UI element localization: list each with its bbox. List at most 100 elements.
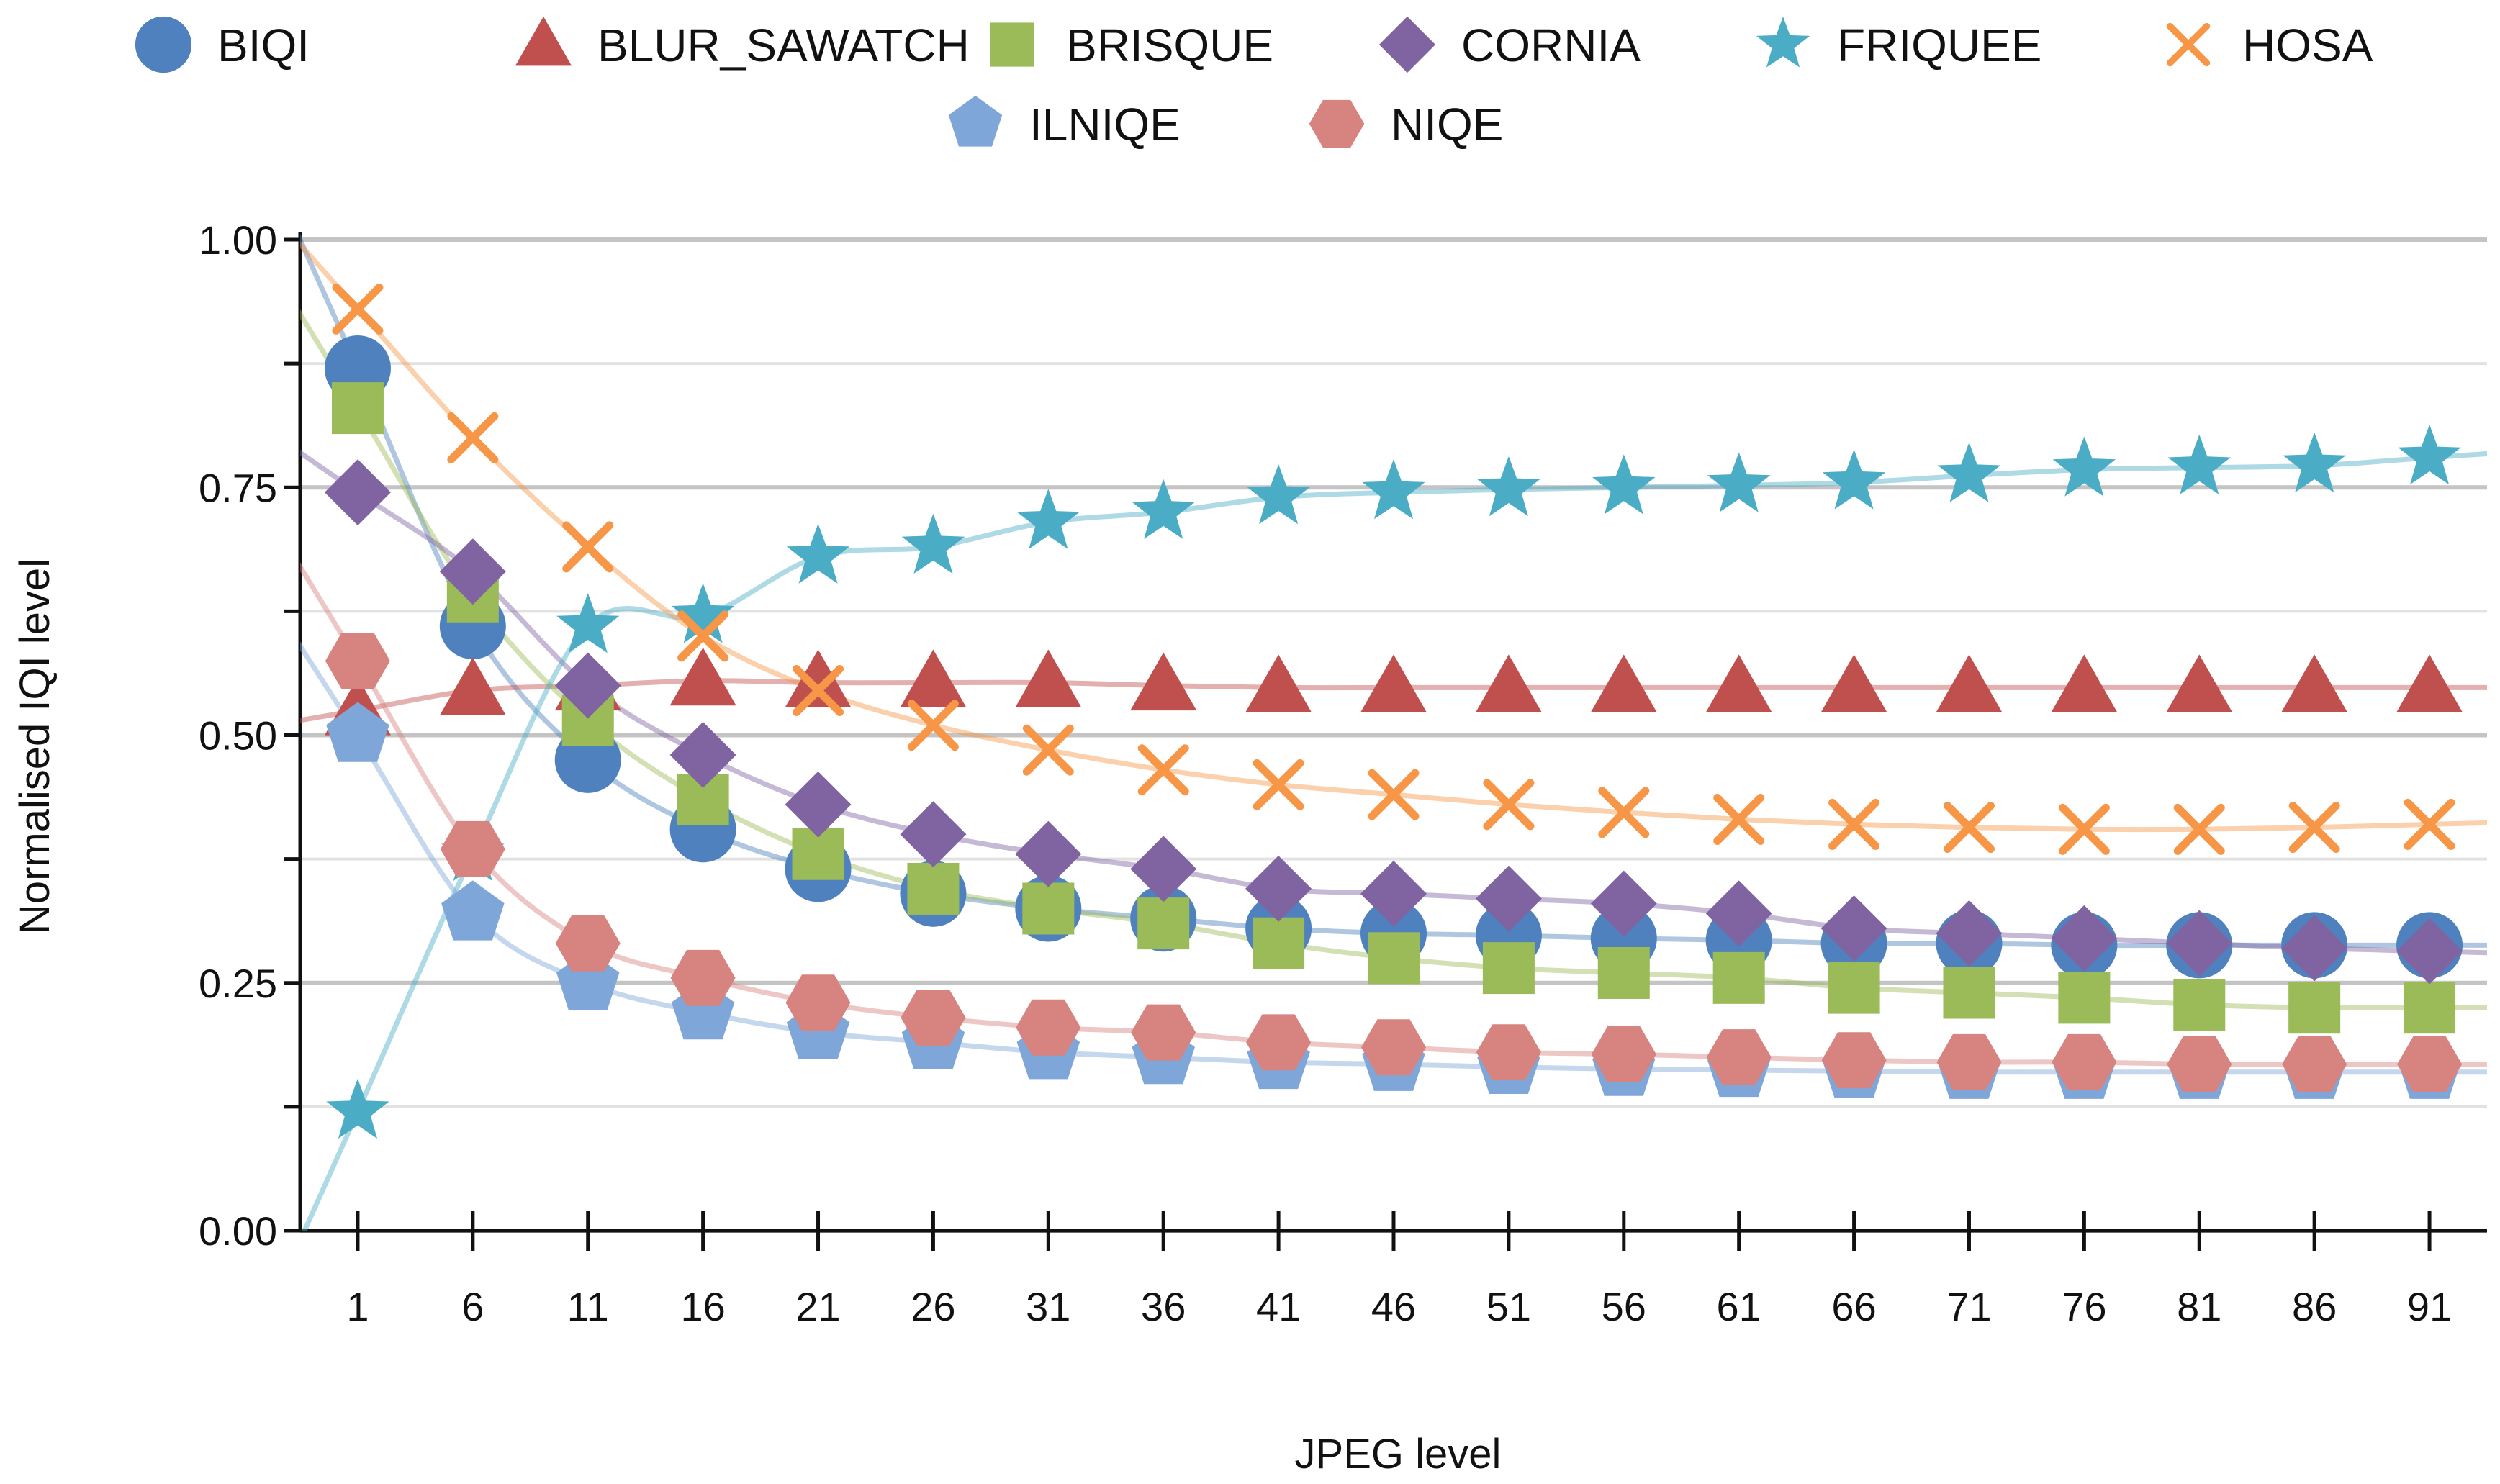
data-point-blur_sawatch bbox=[2051, 654, 2118, 712]
trend-line-brisque bbox=[300, 309, 2487, 1011]
series-blur_sawatch bbox=[324, 647, 2463, 736]
pentagon-legend-marker bbox=[948, 95, 1003, 147]
data-point-hosa bbox=[907, 700, 959, 751]
data-point-brisque bbox=[1597, 946, 1650, 999]
data-point-friquee bbox=[1937, 442, 2001, 502]
legend-item-blur_sawatch: BLUR_SAWATCH bbox=[515, 16, 970, 71]
data-point-niqe bbox=[2282, 1036, 2347, 1092]
hexagon-legend-marker bbox=[1309, 99, 1365, 148]
series-hosa bbox=[332, 283, 2455, 855]
data-point-niqe bbox=[1591, 1026, 1656, 1082]
legend-item-cornia: CORNIA bbox=[1378, 16, 1641, 73]
series-cornia bbox=[324, 459, 2463, 985]
data-point-niqe bbox=[1821, 1032, 1887, 1089]
data-point-ilniqe bbox=[326, 702, 389, 762]
data-point-friquee bbox=[1132, 479, 1195, 539]
data-point-friquee bbox=[326, 1078, 389, 1139]
legend-label: BRISQUE bbox=[1066, 19, 1273, 71]
data-point-niqe bbox=[1476, 1024, 1541, 1081]
data-point-friquee bbox=[2283, 433, 2346, 493]
data-point-niqe bbox=[1361, 1019, 1426, 1076]
data-point-cornia bbox=[669, 722, 736, 789]
data-point-blur_sawatch bbox=[1360, 654, 1427, 712]
legend-label: HOSA bbox=[2242, 19, 2373, 71]
data-point-hosa bbox=[677, 610, 729, 662]
data-point-friquee bbox=[671, 583, 735, 643]
data-point-hosa bbox=[447, 412, 499, 463]
data-point-cornia bbox=[785, 771, 852, 838]
data-point-blur_sawatch bbox=[900, 649, 967, 708]
data-point-niqe bbox=[785, 974, 851, 1031]
data-point-brisque bbox=[2288, 982, 2341, 1034]
data-point-niqe bbox=[1936, 1033, 2002, 1090]
data-point-cornia bbox=[2281, 915, 2348, 982]
data-point-blur_sawatch bbox=[1590, 654, 1657, 712]
data-point-blur_sawatch bbox=[1705, 654, 1772, 712]
data-point-niqe bbox=[325, 633, 390, 689]
legend-label: ILNIQE bbox=[1029, 99, 1181, 150]
data-point-cornia bbox=[1820, 895, 1887, 962]
data-point-cornia bbox=[1590, 870, 1657, 937]
x-tick-label: 1 bbox=[346, 1284, 369, 1329]
data-point-brisque bbox=[1368, 932, 1420, 985]
series-brisque bbox=[331, 382, 2456, 1034]
data-point-cornia bbox=[2396, 918, 2463, 985]
data-point-friquee bbox=[1477, 456, 1540, 517]
data-point-ilniqe bbox=[441, 880, 505, 941]
data-point-niqe bbox=[901, 990, 966, 1046]
data-point-hosa bbox=[1828, 798, 1880, 850]
data-point-niqe bbox=[555, 915, 621, 972]
x-tick-label: 36 bbox=[1141, 1284, 1186, 1329]
data-point-hosa bbox=[332, 283, 384, 335]
x-tick-label: 56 bbox=[1602, 1284, 1646, 1329]
data-point-blur_sawatch bbox=[439, 657, 506, 716]
diamond-legend-marker bbox=[1378, 16, 1436, 73]
data-point-friquee bbox=[1016, 489, 1080, 549]
data-point-friquee bbox=[901, 513, 965, 574]
legend-item-hosa: HOSA bbox=[2166, 19, 2373, 71]
data-point-brisque bbox=[1253, 917, 1305, 969]
data-point-friquee bbox=[1592, 454, 1656, 515]
cross-legend-marker bbox=[2166, 22, 2211, 67]
data-point-hosa bbox=[1943, 802, 1995, 854]
y-tick-label: 0.50 bbox=[199, 713, 277, 759]
y-axis-title: Normalised IQI level bbox=[12, 558, 58, 934]
data-point-cornia bbox=[1936, 900, 2003, 967]
x-tick-label: 61 bbox=[1717, 1284, 1761, 1329]
data-point-cornia bbox=[2166, 910, 2233, 977]
data-point-hosa bbox=[1713, 794, 1765, 846]
legend-item-ilniqe: ILNIQE bbox=[948, 95, 1181, 150]
data-point-brisque bbox=[1482, 942, 1535, 995]
data-point-blur_sawatch bbox=[1245, 654, 1312, 712]
data-point-hosa bbox=[1368, 769, 1420, 820]
trend-line-biqi bbox=[300, 233, 2487, 949]
star-legend-marker bbox=[1756, 16, 1810, 68]
data-point-hosa bbox=[2173, 803, 2225, 855]
x-tick-label: 31 bbox=[1026, 1284, 1070, 1329]
data-point-cornia bbox=[900, 801, 967, 868]
data-point-niqe bbox=[670, 949, 736, 1006]
data-point-friquee bbox=[786, 523, 850, 584]
data-point-hosa bbox=[1137, 744, 1189, 796]
data-point-cornia bbox=[554, 652, 621, 719]
data-point-niqe bbox=[2052, 1033, 2117, 1090]
data-point-hosa bbox=[2058, 803, 2110, 855]
data-point-blur_sawatch bbox=[1936, 654, 2003, 712]
x-tick-label: 51 bbox=[1486, 1284, 1531, 1329]
data-point-friquee bbox=[1822, 449, 1886, 510]
data-point-cornia bbox=[324, 459, 391, 526]
data-point-cornia bbox=[439, 538, 506, 605]
data-point-blur_sawatch bbox=[2166, 654, 2233, 712]
data-point-hosa bbox=[1253, 759, 1304, 810]
circle-legend-marker bbox=[135, 16, 192, 73]
axes: 0.000.250.500.751.001 6 11 16 21 26 31 36 41 46 51… bbox=[199, 217, 2487, 1329]
x-tick-label: 11 bbox=[567, 1284, 609, 1329]
data-point-brisque bbox=[1022, 882, 1075, 935]
data-point-cornia bbox=[1130, 836, 1197, 902]
data-point-hosa bbox=[1483, 779, 1535, 831]
legend: BIQI BLUR_SAWATCH BRISQUE CORNIA FRIQUEE HOSA… bbox=[135, 16, 2373, 150]
x-tick-label: 6 bbox=[461, 1284, 484, 1329]
x-tick-label: 66 bbox=[1831, 1284, 1876, 1329]
data-point-brisque bbox=[2058, 972, 2111, 1024]
legend-item-brisque: BRISQUE bbox=[990, 19, 1273, 71]
